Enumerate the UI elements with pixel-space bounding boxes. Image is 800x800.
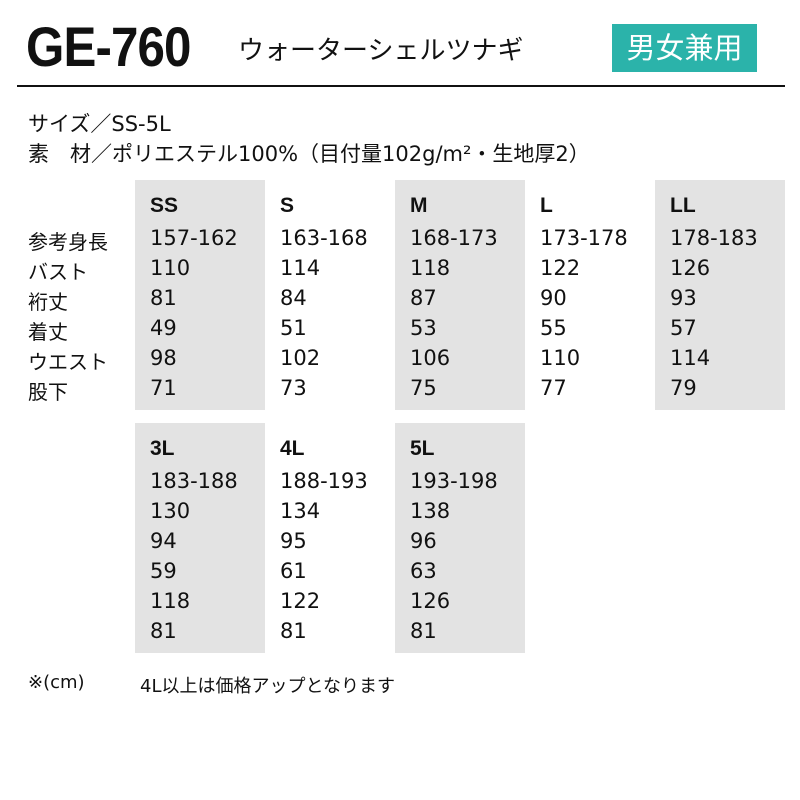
size-value: 79 — [670, 376, 697, 400]
row-label: バスト — [28, 260, 88, 284]
size-column-SS: SS 157-162 110 81 49 98 71 — [135, 180, 265, 410]
size-value: 75 — [410, 376, 437, 400]
divider — [17, 85, 785, 87]
size-value: 122 — [280, 589, 321, 613]
product-name: ウォーターシェルツナギ — [238, 36, 524, 66]
size-value: 57 — [670, 316, 697, 340]
size-value: 96 — [410, 529, 437, 553]
size-header: LL — [670, 194, 696, 217]
size-value: 84 — [280, 286, 307, 310]
size-value: 157-162 — [150, 226, 238, 250]
material: 素 材／ポリエステル100%（目付量102g/m²・生地厚2） — [28, 142, 590, 166]
model-number: GE-760 — [26, 15, 191, 78]
size-value: 118 — [410, 256, 451, 280]
size-value: 90 — [540, 286, 567, 310]
size-value: 102 — [280, 346, 321, 370]
size-value: 94 — [150, 529, 177, 553]
size-value: 126 — [410, 589, 451, 613]
size-header: SS — [150, 194, 179, 217]
size-value: 178-183 — [670, 226, 758, 250]
size-value: 130 — [150, 499, 191, 523]
size-value: 114 — [280, 256, 321, 280]
unit-note: ※(cm) — [28, 672, 85, 693]
row-label: ウエスト — [28, 350, 108, 374]
size-header: 3L — [150, 437, 175, 460]
price-note: 4L以上は価格アップとなります — [140, 676, 395, 697]
size-value: 93 — [670, 286, 697, 310]
size-value: 138 — [410, 499, 451, 523]
size-value: 73 — [280, 376, 307, 400]
size-value: 98 — [150, 346, 177, 370]
size-value: 168-173 — [410, 226, 498, 250]
row-label: 参考身長 — [28, 230, 108, 254]
size-column-5L: 5L 193-198 138 96 63 126 81 — [395, 423, 525, 653]
size-header: M — [410, 194, 428, 217]
size-value: 77 — [540, 376, 567, 400]
size-value: 95 — [280, 529, 307, 553]
size-value: 126 — [670, 256, 711, 280]
size-column-3L: 3L 183-188 130 94 59 118 81 — [135, 423, 265, 653]
row-label: 股下 — [28, 380, 68, 404]
size-header: 5L — [410, 437, 435, 460]
size-value: 188-193 — [280, 469, 368, 493]
size-value: 118 — [150, 589, 191, 613]
size-value: 53 — [410, 316, 437, 340]
size-header: 4L — [280, 437, 305, 460]
size-column-L: L 173-178 122 90 55 110 77 — [525, 180, 655, 410]
size-value: 183-188 — [150, 469, 238, 493]
size-value: 71 — [150, 376, 177, 400]
size-value: 122 — [540, 256, 581, 280]
size-value: 81 — [150, 619, 177, 643]
size-header: S — [280, 194, 295, 217]
size-value: 173-178 — [540, 226, 628, 250]
size-value: 55 — [540, 316, 567, 340]
size-range: サイズ／SS-5L — [28, 112, 171, 136]
size-value: 106 — [410, 346, 451, 370]
size-value: 193-198 — [410, 469, 498, 493]
size-value: 61 — [280, 559, 307, 583]
size-column-M: M 168-173 118 87 53 106 75 — [395, 180, 525, 410]
size-value: 51 — [280, 316, 307, 340]
size-value: 59 — [150, 559, 177, 583]
size-value: 81 — [280, 619, 307, 643]
row-label: 裄丈 — [28, 290, 68, 314]
unisex-badge: 男女兼用 — [612, 24, 757, 72]
size-column-S: S 163-168 114 84 51 102 73 — [265, 180, 395, 410]
row-label: 着丈 — [28, 320, 68, 344]
size-column-LL: LL 178-183 126 93 57 114 79 — [655, 180, 785, 410]
size-value: 63 — [410, 559, 437, 583]
size-value: 81 — [410, 619, 437, 643]
size-value: 134 — [280, 499, 321, 523]
size-column-4L: 4L 188-193 134 95 61 122 81 — [265, 423, 395, 653]
size-value: 114 — [670, 346, 711, 370]
size-value: 81 — [150, 286, 177, 310]
size-value: 163-168 — [280, 226, 368, 250]
size-value: 49 — [150, 316, 177, 340]
size-value: 87 — [410, 286, 437, 310]
size-value: 110 — [540, 346, 581, 370]
size-header: L — [540, 194, 553, 217]
size-value: 110 — [150, 256, 191, 280]
